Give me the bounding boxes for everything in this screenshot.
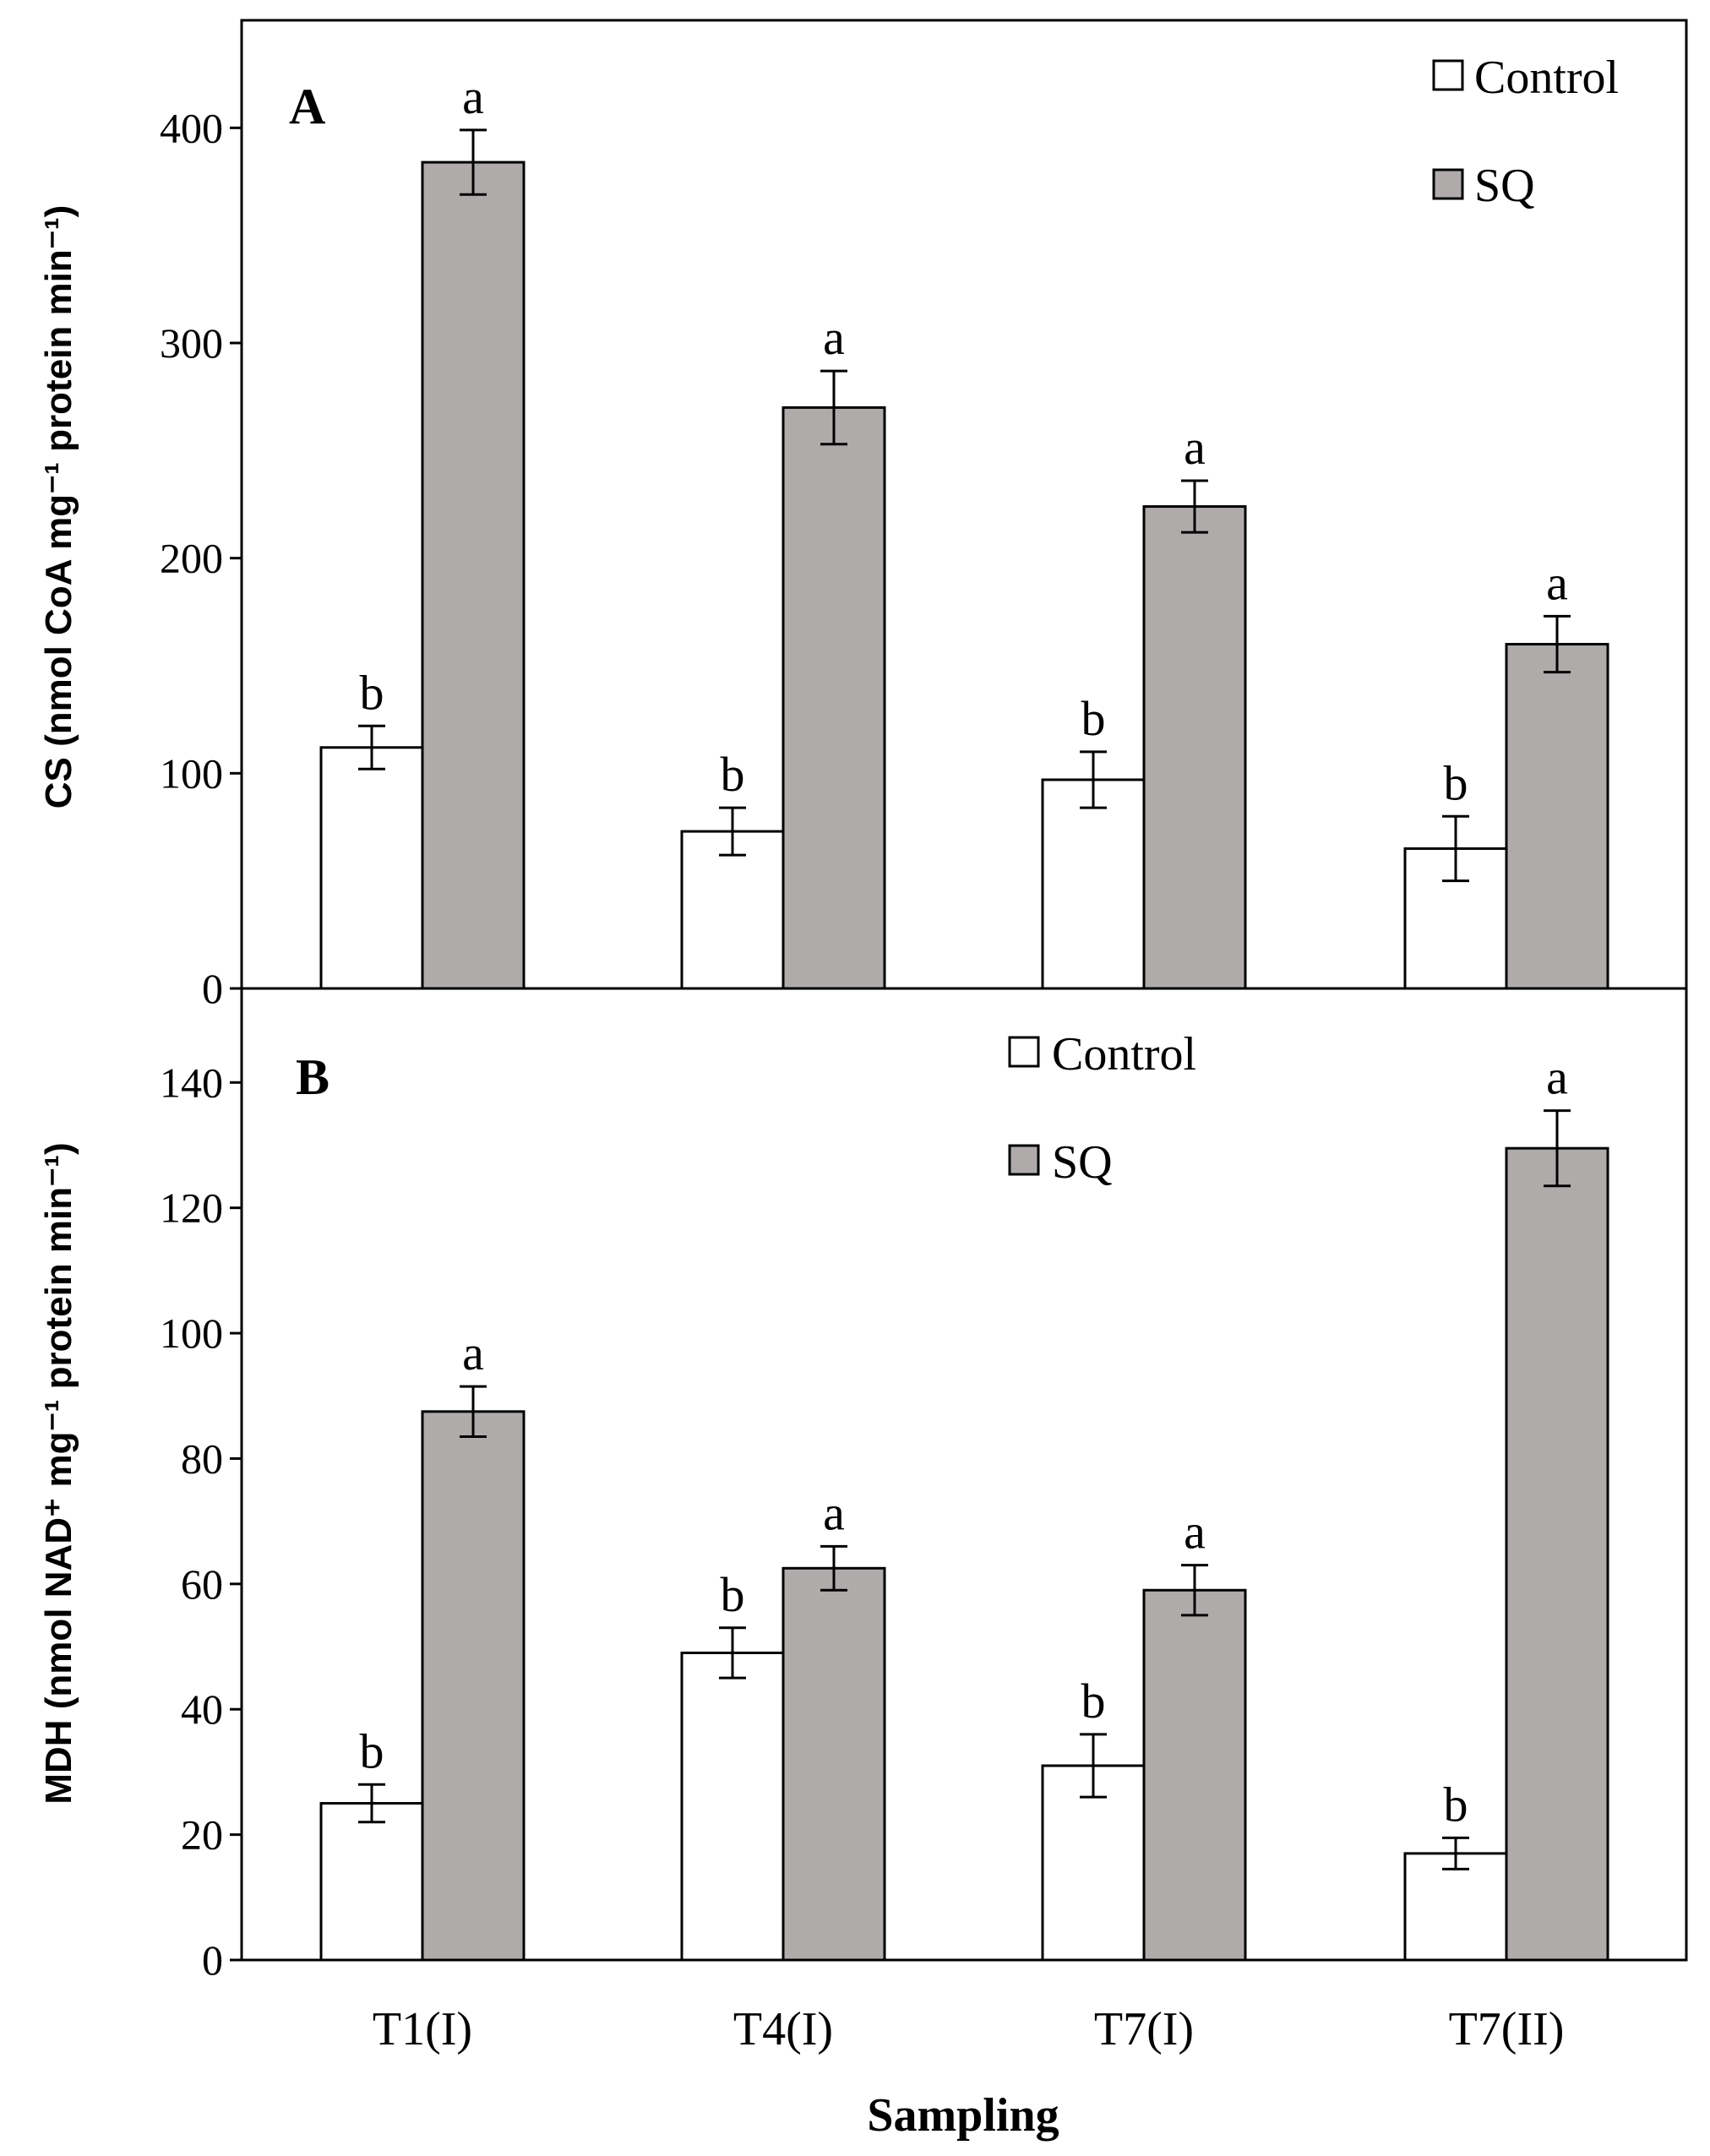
legend-a-label-sq: SQ xyxy=(1474,160,1535,212)
y-tick-label: 120 xyxy=(160,1184,223,1232)
legend-a-swatch-control xyxy=(1432,59,1464,91)
significance-label: a xyxy=(1546,1050,1568,1105)
panel-a-legend: Control SQ xyxy=(1432,52,1619,212)
bar-sq-t1i xyxy=(421,161,526,990)
significance-label: a xyxy=(462,1326,484,1380)
bar-sq-t7i xyxy=(1142,1588,1247,1962)
y-tick-label: 300 xyxy=(160,319,223,367)
panel-b-y-axis-label: MDH (nmol NAD⁺ mg⁻¹ protein min⁻¹) xyxy=(38,1142,79,1804)
significance-label: a xyxy=(1184,420,1206,475)
legend-a-swatch-sq xyxy=(1432,168,1464,200)
significance-label: a xyxy=(1546,555,1568,610)
significance-label: b xyxy=(721,747,745,802)
significance-label: b xyxy=(1444,755,1468,810)
bar-control-t1i xyxy=(319,746,424,990)
y-tick-label: 100 xyxy=(160,1309,223,1357)
bar-control-t1i xyxy=(319,1802,424,1962)
panel-b: 0 20 40 60 80 100 120 140 b a b a b a b a B Control SQ… xyxy=(38,987,1688,2142)
x-category-label: T7(II) xyxy=(1449,2003,1565,2055)
bar-sq-t4i xyxy=(781,406,886,990)
significance-label: a xyxy=(823,1485,845,1540)
bar-sq-t4i xyxy=(781,1566,886,1962)
legend-a-label-control: Control xyxy=(1474,52,1619,104)
panel-b-bars: b a b a b a b a xyxy=(319,1050,1609,1962)
significance-label: b xyxy=(721,1567,745,1622)
x-category-label: T7(I) xyxy=(1094,2003,1194,2055)
panel-a-y-ticks: 0 100 200 300 400 xyxy=(160,104,242,1012)
legend-b-label-sq: SQ xyxy=(1052,1136,1113,1189)
panel-b-frame xyxy=(240,987,1688,1962)
significance-label: a xyxy=(1184,1505,1206,1560)
bar-control-t4i xyxy=(680,1651,785,1962)
panel-a-bars: b a b a b a b a xyxy=(319,69,1609,990)
significance-label: a xyxy=(823,310,845,365)
x-category-label: T1(I) xyxy=(373,2003,472,2055)
bar-sq-t7ii xyxy=(1505,643,1609,990)
panel-b-y-ticks: 0 20 40 60 80 100 120 140 xyxy=(160,1059,242,1984)
y-tick-label: 20 xyxy=(181,1811,223,1859)
y-tick-label: 40 xyxy=(181,1685,223,1733)
significance-label: a xyxy=(462,69,484,124)
legend-b-swatch-sq xyxy=(1008,1144,1040,1176)
significance-label: b xyxy=(360,665,384,720)
y-tick-label: 80 xyxy=(181,1435,223,1482)
x-axis-label: Sampling xyxy=(867,2089,1059,2142)
x-category-label: T4(I) xyxy=(733,2003,833,2055)
y-tick-label: 0 xyxy=(202,965,223,1012)
x-category-labels: T1(I) T4(I) T7(I) T7(II) xyxy=(373,2003,1564,2055)
significance-label: b xyxy=(1444,1777,1468,1832)
bar-sq-t1i xyxy=(421,1410,526,1962)
panel-b-legend: Control SQ xyxy=(1008,1028,1196,1189)
y-tick-label: 60 xyxy=(181,1560,223,1608)
significance-label: b xyxy=(1081,1674,1106,1729)
y-tick-label: 400 xyxy=(160,104,223,151)
legend-b-label-control: Control xyxy=(1052,1028,1196,1081)
y-tick-label: 100 xyxy=(160,749,223,797)
significance-label: b xyxy=(360,1723,384,1778)
y-tick-label: 0 xyxy=(202,1936,223,1984)
bar-control-t7i xyxy=(1041,778,1146,990)
y-tick-label: 140 xyxy=(160,1059,223,1106)
legend-b-swatch-control xyxy=(1008,1036,1040,1068)
panel-a: 0 100 200 300 400 b a b a b a b a A Control SQ CS (… xyxy=(38,19,1688,1012)
significance-label: b xyxy=(1081,691,1106,746)
bar-sq-t7ii xyxy=(1505,1146,1609,1962)
y-tick-label: 200 xyxy=(160,535,223,582)
bar-sq-t7i xyxy=(1142,505,1247,990)
panel-b-letter: B xyxy=(296,1049,329,1105)
panel-a-letter: A xyxy=(289,79,325,134)
panel-a-y-axis-label: CS (nmol CoA mg⁻¹ protein min⁻¹) xyxy=(38,205,79,809)
